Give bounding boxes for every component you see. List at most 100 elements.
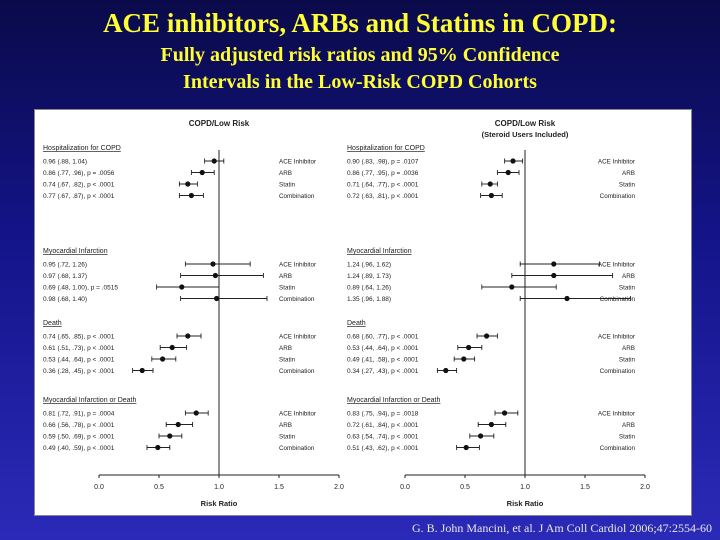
point-estimate: [193, 410, 199, 416]
row-stat-label: 1.24 (.89, 1.73): [347, 273, 391, 280]
row-drug-label: Statin: [279, 182, 296, 189]
group-label: Myocardial Infarction: [43, 248, 108, 255]
row-drug-label: ACE Inhibitor: [598, 334, 635, 341]
x-tick-label: 0.5: [460, 484, 470, 491]
row-stat-label: 0.63 (.54, .74), p < .0001: [347, 434, 419, 441]
row-drug-label: Combination: [279, 193, 315, 200]
row-drug-label: Statin: [619, 182, 636, 189]
point-estimate: [169, 344, 175, 351]
point-estimate: [478, 433, 484, 439]
x-tick-label: 0.0: [400, 484, 410, 491]
group-label: Myocardial Infarction: [347, 248, 412, 255]
point-estimate: [487, 181, 493, 187]
row-stat-label: 0.59 (.50, .69), p < .0001: [43, 434, 115, 441]
row-drug-label: Statin: [279, 434, 296, 441]
x-tick-label: 2.0: [334, 484, 344, 491]
row-drug-label: ARB: [622, 345, 635, 352]
row-stat-label: 0.96 (.88, 1.04): [43, 159, 87, 166]
group-label: Death: [43, 320, 62, 327]
slide-subtitle: Fully adjusted risk ratios and 95% Confi…: [0, 42, 720, 96]
row-stat-label: 0.97 (.68, 1.37): [43, 273, 87, 280]
chart-subtitle: (Steroid Users Included): [482, 130, 569, 139]
row-drug-label: Statin: [619, 434, 636, 441]
point-estimate: [211, 158, 217, 164]
subtitle-line-2: Intervals in the Low-Risk COPD Cohorts: [183, 71, 537, 93]
row-drug-label: ARB: [622, 422, 635, 429]
point-estimate: [210, 261, 216, 267]
chart-title: COPD/Low Risk: [495, 119, 556, 128]
row-stat-label: 0.89 (.64, 1.26): [347, 285, 391, 292]
row-drug-label: ARB: [279, 170, 292, 177]
row-drug-label: Combination: [600, 445, 636, 452]
row-drug-label: ARB: [279, 345, 292, 352]
point-estimate: [564, 295, 570, 302]
point-estimate: [160, 356, 166, 362]
point-estimate: [463, 444, 469, 451]
row-stat-label: 0.49 (.41, .58), p < .0001: [347, 357, 419, 364]
point-estimate: [214, 295, 220, 302]
subtitle-line-1: Fully adjusted risk ratios and 95% Confi…: [160, 44, 560, 66]
row-drug-label: ARB: [279, 422, 292, 429]
row-stat-label: 0.36 (.28, .45), p < .0001: [43, 368, 115, 375]
x-tick-label: 1.0: [520, 484, 530, 491]
row-stat-label: 1.24 (.96, 1.62): [347, 262, 391, 269]
row-stat-label: 0.72 (.61, .84), p < .0001: [347, 422, 419, 429]
row-drug-label: Combination: [600, 296, 636, 303]
row-stat-label: 0.49 (.40, .59), p < .0001: [43, 445, 115, 452]
row-drug-label: ACE Inhibitor: [598, 159, 635, 166]
x-tick-label: 2.0: [640, 484, 650, 491]
group-label: Hospitalization for COPD: [347, 145, 425, 152]
row-stat-label: 0.71 (.64, .77), p < .0001: [347, 182, 419, 189]
row-stat-label: 1.35 (.96, 1.88): [347, 296, 391, 303]
row-drug-label: ACE Inhibitor: [279, 262, 316, 269]
x-tick-label: 0.5: [154, 484, 164, 491]
point-estimate: [155, 444, 161, 451]
row-drug-label: ACE Inhibitor: [598, 262, 635, 269]
x-tick-label: 1.5: [274, 484, 284, 491]
row-stat-label: 0.98 (.68, 1.40): [43, 296, 87, 303]
row-drug-label: Statin: [619, 357, 636, 364]
forest-plot-panel: COPD/Low Risk Hospitalization for COPD 0.9…: [34, 109, 692, 516]
row-drug-label: ARB: [622, 273, 635, 280]
point-estimate: [185, 181, 191, 187]
group-label: Death: [347, 320, 366, 327]
point-estimate: [461, 356, 467, 362]
point-estimate: [551, 261, 557, 267]
row-drug-label: Combination: [600, 368, 636, 375]
row-stat-label: 0.53 (.44, .64), p < .0001: [43, 357, 115, 364]
point-estimate: [551, 272, 557, 279]
point-estimate: [488, 192, 494, 199]
row-drug-label: ACE Inhibitor: [279, 159, 316, 166]
row-drug-label: ARB: [279, 273, 292, 280]
point-estimate: [167, 433, 173, 439]
row-drug-label: ACE Inhibitor: [279, 411, 316, 418]
point-estimate: [505, 169, 511, 176]
row-stat-label: 0.90 (.83, .98), p = .0107: [347, 159, 419, 166]
row-drug-label: ARB: [622, 170, 635, 177]
point-estimate: [185, 333, 191, 339]
row-drug-label: ACE Inhibitor: [598, 411, 635, 418]
row-stat-label: 0.86 (.77, .96), p = .0056: [43, 170, 115, 177]
row-drug-label: Statin: [279, 357, 296, 364]
row-drug-label: Combination: [279, 368, 315, 375]
citation: G. B. John Mancini, et al. J Am Coll Car…: [412, 521, 712, 535]
row-stat-label: 0.61 (.51, .73), p < .0001: [43, 345, 115, 352]
row-stat-label: 0.95 (.72, 1.26): [43, 262, 87, 269]
row-stat-label: 0.77 (.67, .87), p < .0001: [43, 193, 115, 200]
point-estimate: [510, 158, 516, 164]
x-tick-label: 1.5: [580, 484, 590, 491]
row-drug-label: Statin: [619, 285, 636, 292]
group-label: Myocardial Infarction or Death: [43, 397, 136, 404]
row-stat-label: 0.51 (.43, .62), p < .0001: [347, 445, 419, 452]
row-drug-label: Statin: [279, 285, 296, 292]
row-stat-label: 0.74 (.67, .82), p < .0001: [43, 182, 115, 189]
row-stat-label: 0.53 (.44, .64), p < .0001: [347, 345, 419, 352]
x-tick-label: 1.0: [214, 484, 224, 491]
row-stat-label: 0.83 (.75, .94), p = .0018: [347, 411, 419, 418]
row-stat-label: 0.72 (.63, .81), p < .0001: [347, 193, 419, 200]
row-stat-label: 0.69 (.48, 1.00), p = .0515: [43, 285, 118, 292]
row-stat-label: 0.86 (.77, .95), p = .0036: [347, 170, 419, 177]
point-estimate: [212, 272, 218, 279]
group-label: Myocardial Infarction or Death: [347, 397, 440, 404]
row-drug-label: Combination: [279, 445, 315, 452]
